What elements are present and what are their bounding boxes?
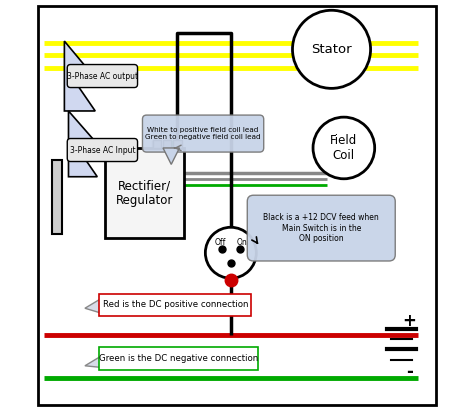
- Text: -: -: [406, 363, 413, 381]
- Polygon shape: [85, 296, 106, 314]
- FancyBboxPatch shape: [106, 148, 183, 238]
- Text: 3-Phase AC Input: 3-Phase AC Input: [70, 145, 136, 155]
- Text: Off: Off: [215, 238, 226, 247]
- Text: Stator: Stator: [311, 43, 352, 56]
- Circle shape: [205, 227, 256, 278]
- Text: 3-Phase AC output: 3-Phase AC output: [67, 72, 138, 81]
- Text: Green is the DC negative connection: Green is the DC negative connection: [99, 354, 258, 363]
- FancyBboxPatch shape: [153, 140, 161, 148]
- Polygon shape: [85, 353, 106, 368]
- Circle shape: [292, 10, 371, 88]
- FancyBboxPatch shape: [37, 6, 437, 405]
- FancyBboxPatch shape: [100, 347, 257, 370]
- Text: On: On: [237, 238, 248, 247]
- Polygon shape: [64, 41, 95, 111]
- FancyBboxPatch shape: [67, 139, 137, 162]
- Text: White to positive field coil lead
Green to negative field coil lead: White to positive field coil lead Green …: [145, 127, 261, 140]
- Text: +: +: [403, 312, 417, 330]
- Text: Rectifier/
Regulator: Rectifier/ Regulator: [116, 179, 173, 207]
- Text: Black is a +12 DCV feed when
Main Switch is in the
ON position: Black is a +12 DCV feed when Main Switch…: [264, 213, 379, 243]
- FancyBboxPatch shape: [247, 195, 395, 261]
- Text: Field
Coil: Field Coil: [330, 134, 357, 162]
- FancyBboxPatch shape: [143, 115, 264, 152]
- FancyBboxPatch shape: [173, 140, 182, 148]
- FancyBboxPatch shape: [163, 140, 171, 148]
- Text: Red is the DC positive connection: Red is the DC positive connection: [102, 300, 248, 309]
- Circle shape: [313, 117, 374, 179]
- FancyBboxPatch shape: [52, 160, 62, 234]
- Polygon shape: [68, 111, 97, 177]
- Polygon shape: [163, 148, 180, 164]
- FancyBboxPatch shape: [100, 294, 251, 316]
- FancyBboxPatch shape: [67, 65, 137, 88]
